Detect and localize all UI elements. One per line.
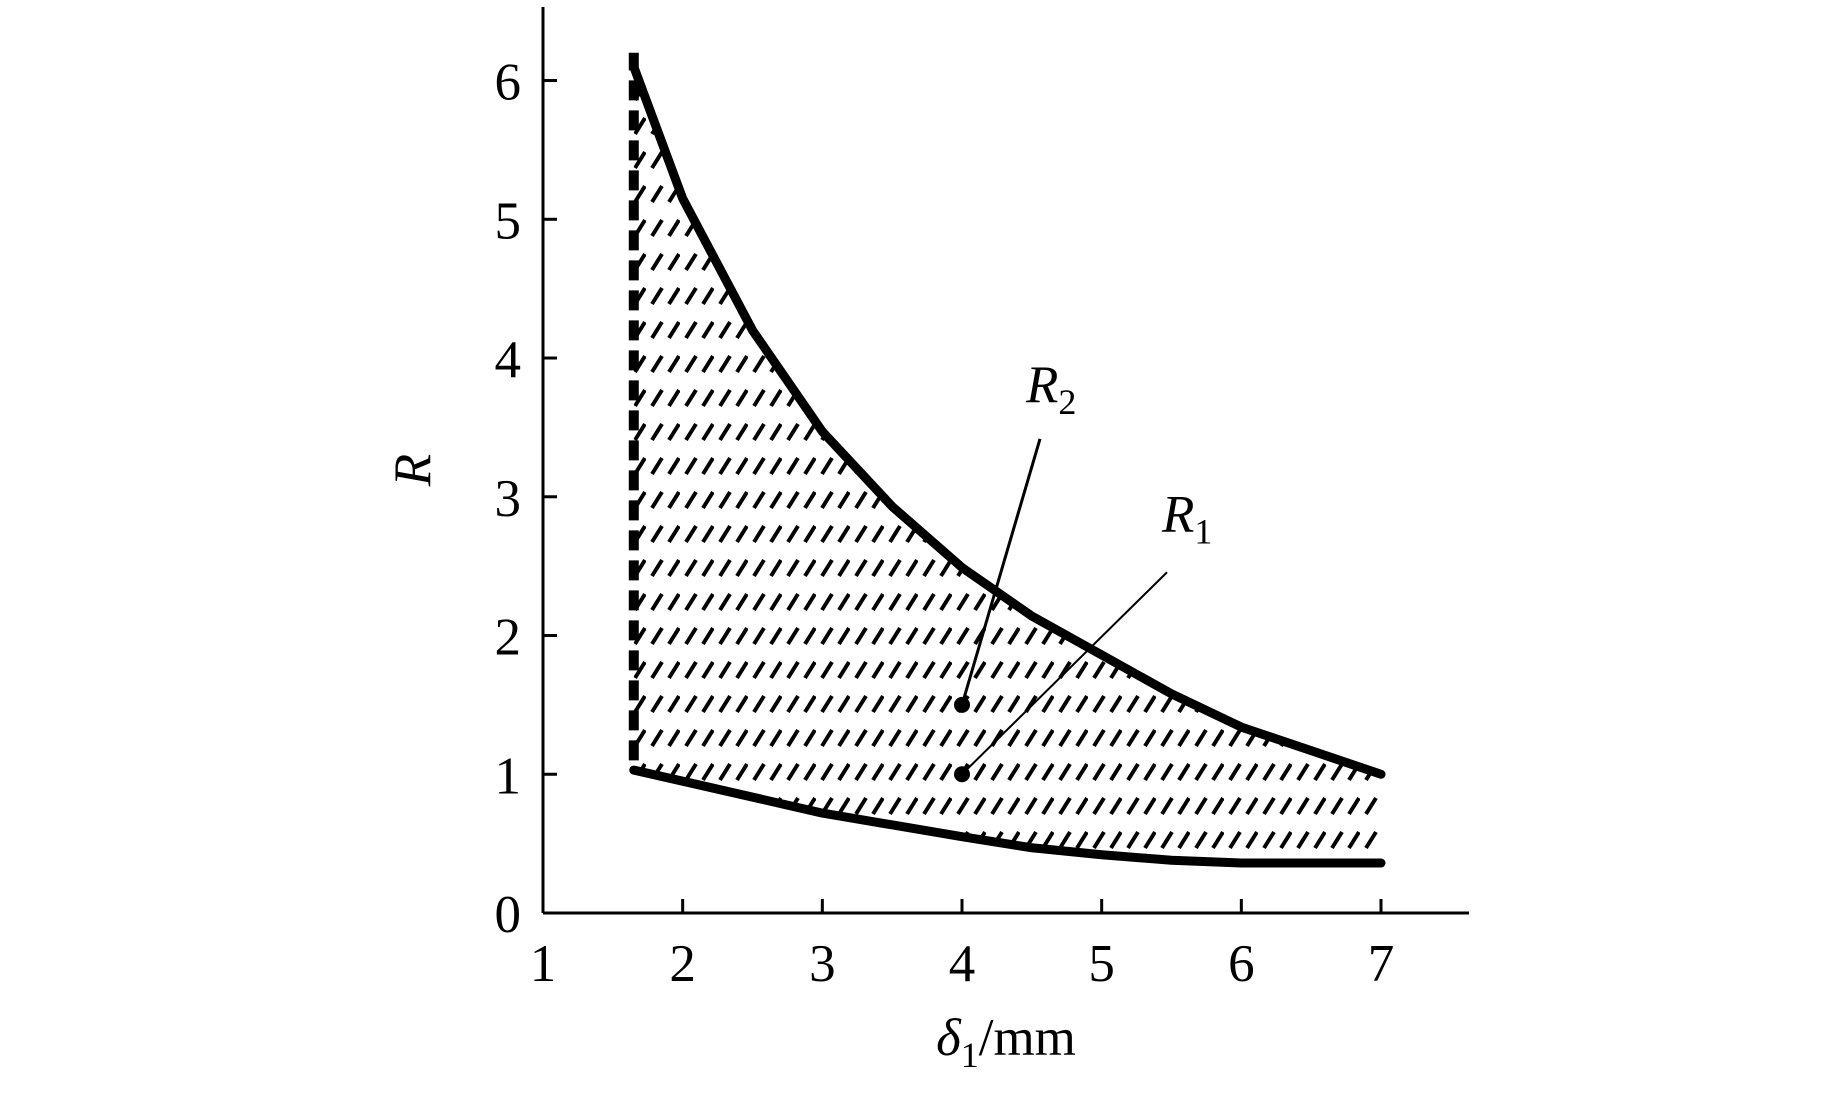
boundary-curve (629, 765, 1386, 868)
y-tick-label: 0 (495, 886, 522, 944)
x-tick-label: 5 (1088, 935, 1115, 993)
point-label-symbol: R (1025, 356, 1058, 414)
point-label-subscript: 1 (1194, 511, 1212, 551)
x-tick-label: 6 (1228, 935, 1255, 993)
x-axis-symbol: δ (936, 1009, 962, 1067)
y-tick-label: 4 (495, 331, 522, 389)
x-tick-label: 7 (1368, 935, 1395, 993)
point-label: R1 (1161, 485, 1212, 551)
point (954, 696, 971, 713)
point-label-subscript: 2 (1058, 382, 1076, 422)
x-axis-unit: /mm (979, 1009, 1076, 1067)
x-axis-subscript: 1 (961, 1035, 979, 1075)
x-tick-label: 4 (949, 935, 976, 993)
point-label: R2 (1025, 356, 1076, 422)
boundary-curve (629, 62, 1386, 779)
leader-line (960, 438, 1042, 706)
y-tick-label: 5 (495, 192, 522, 250)
point (954, 766, 971, 783)
leader-line (961, 571, 1168, 775)
y-tick-label: 3 (495, 470, 522, 528)
x-axis-label: δ1/mm (936, 1009, 1076, 1075)
x-tick-label: 1 (530, 935, 557, 993)
point-label-symbol: R (1161, 485, 1194, 543)
y-tick-label: 1 (495, 747, 522, 805)
feasible-region (633, 66, 1382, 864)
x-tick-label: 3 (809, 935, 836, 993)
y-tick-label: 2 (495, 609, 522, 667)
y-tick-label: 6 (495, 54, 522, 112)
x-tick-label: 2 (669, 935, 696, 993)
y-axis-label: R (384, 454, 442, 487)
